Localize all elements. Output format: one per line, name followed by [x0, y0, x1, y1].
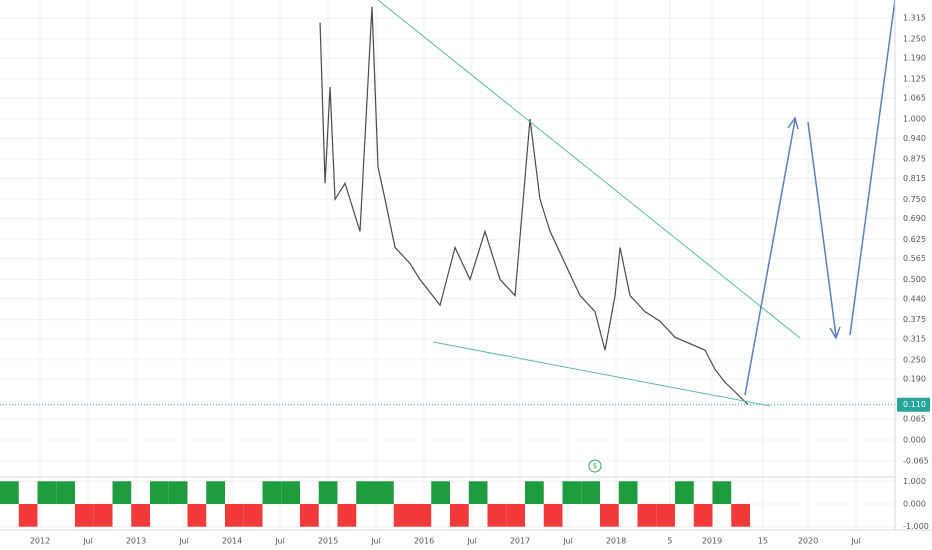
x-tick-label: Jul — [274, 537, 285, 546]
dividend-icon — [588, 459, 602, 473]
x-tick-label: Jul — [370, 537, 381, 546]
oscillator-bar — [318, 481, 338, 504]
y-tick-label: 0.190 — [903, 375, 926, 384]
oscillator-bar — [450, 504, 469, 527]
y-tick-label: 0.625 — [903, 235, 926, 244]
dividend-icon-text: $ — [593, 462, 597, 470]
y-tick-label: 0.440 — [903, 294, 926, 303]
y-tick-label: 0.815 — [903, 174, 926, 183]
x-tick-label: 2012 — [30, 537, 50, 546]
oscillator-bar — [431, 481, 450, 504]
oscillator-bar — [112, 481, 132, 504]
y-tick-label: -0.065 — [903, 456, 929, 465]
x-tick-label: 2014 — [222, 537, 242, 546]
last-price-label: 0.110 — [903, 400, 926, 409]
oscillator-bar — [581, 481, 600, 504]
y-tick-label: -1.000 — [903, 522, 929, 531]
oscillator-bar — [168, 481, 188, 504]
oscillator-bar — [375, 481, 394, 504]
x-tick-label: 2018 — [606, 537, 626, 546]
x-tick-label: 15 — [758, 537, 768, 546]
y-tick-label: 0.940 — [903, 134, 926, 143]
oscillator-bar — [243, 504, 263, 527]
oscillator-bar — [506, 504, 525, 527]
y-tick-label: 0.065 — [903, 415, 926, 424]
x-tick-label: 2017 — [510, 537, 530, 546]
oscillator-bar — [393, 504, 413, 527]
plot — [0, 6, 895, 527]
oscillator-bar — [675, 481, 694, 504]
x-tick-label: 2013 — [126, 537, 146, 546]
y-tick-label: 0.315 — [903, 334, 926, 343]
x-tick-label: 2016 — [414, 537, 434, 546]
y-tick-label: 1.125 — [903, 74, 926, 83]
x-tick-label: Jul — [466, 537, 477, 546]
oscillator-bar — [412, 504, 432, 527]
y-tick-label: 1.065 — [903, 94, 926, 103]
oscillator-bar — [187, 504, 207, 527]
trendline — [432, 341, 771, 407]
oscillator-bar — [356, 481, 375, 504]
oscillator-bar — [0, 481, 19, 504]
oscillator-bar — [225, 504, 244, 527]
oscillator-bar — [525, 481, 544, 504]
oscillator-bar — [693, 504, 713, 527]
oscillator-bar — [712, 481, 732, 504]
oscillator-bar — [731, 504, 750, 527]
y-tick-label: 0.565 — [903, 254, 926, 263]
x-tick-label: Jul — [850, 537, 861, 546]
x-tick-label: 2020 — [798, 537, 818, 546]
oscillator-bar — [468, 481, 488, 504]
oscillator-bar — [75, 504, 94, 527]
x-tick-label: Jul — [82, 537, 93, 546]
oscillator-bar — [206, 481, 225, 504]
oscillator-bar — [487, 504, 507, 527]
y-tick-label: 0.500 — [903, 275, 926, 284]
y-tick-label: 0.690 — [903, 214, 926, 223]
oscillator-bar — [18, 504, 38, 527]
oscillator-bar — [656, 504, 675, 527]
oscillator-bar — [300, 504, 319, 527]
x-tick-label: Jul — [178, 537, 189, 546]
x-tick-label: 2015 — [318, 537, 338, 546]
y-tick-label: 1.315 — [903, 13, 926, 22]
x-tick-label: Jul — [562, 537, 573, 546]
oscillator-bar — [543, 504, 563, 527]
x-tick-label: 5 — [667, 537, 672, 546]
oscillator-bar — [618, 481, 638, 504]
y-tick-label: 0.250 — [903, 355, 926, 364]
y-tick-label: 0.750 — [903, 195, 926, 204]
grid — [0, 0, 895, 530]
y-tick-label: 1.190 — [903, 54, 926, 63]
y-tick-label: 1.000 — [903, 115, 926, 124]
oscillator-bar — [262, 481, 282, 504]
y-tick-label: 1.000 — [903, 477, 926, 486]
trendline — [377, 0, 801, 339]
oscillator-bar — [93, 504, 113, 527]
oscillator-bar — [281, 481, 300, 504]
oscillator-bar — [131, 504, 150, 527]
y-tick-label: 0.000 — [903, 500, 926, 509]
oscillator-bar — [56, 481, 75, 504]
oscillator-bar — [637, 504, 657, 527]
oscillator-bar — [150, 481, 169, 504]
x-tick-label: 2019 — [702, 537, 722, 546]
price-line — [319, 6, 749, 406]
y-tick-label: 1.250 — [903, 34, 926, 43]
oscillator-bar — [337, 504, 357, 527]
oscillator-bar — [600, 504, 619, 527]
oscillator-bar — [562, 481, 582, 504]
oscillator-bar — [37, 481, 57, 504]
y-tick-label: 0.000 — [903, 436, 926, 445]
y-tick-label: 0.875 — [903, 155, 926, 164]
projection-arrows — [744, 0, 896, 396]
y-tick-label: 0.375 — [903, 315, 926, 324]
last-price-badge — [897, 397, 930, 412]
